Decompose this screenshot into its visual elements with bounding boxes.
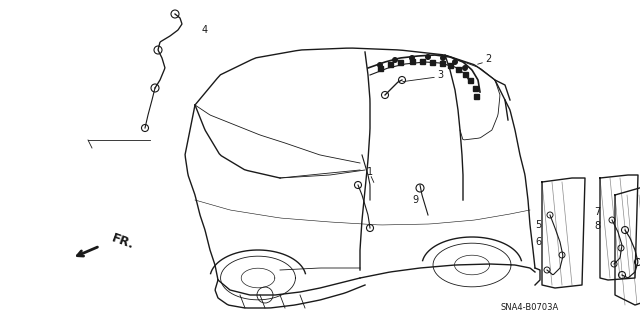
Circle shape [409,55,415,61]
Bar [419,58,424,63]
Circle shape [377,62,383,68]
Bar [429,60,435,64]
Circle shape [462,65,468,71]
Text: 6: 6 [535,237,541,247]
Bar [467,78,472,83]
Circle shape [392,57,398,63]
Bar [378,65,383,70]
Bar [447,63,452,68]
Text: 8: 8 [594,221,600,231]
Text: 2: 2 [485,54,491,64]
Bar [463,71,467,77]
Bar [474,93,479,99]
Text: 3: 3 [437,70,443,80]
Text: 9: 9 [412,195,418,205]
Text: 5: 5 [535,220,541,230]
Bar [440,61,445,65]
Circle shape [440,55,446,61]
Bar [456,66,461,71]
Bar [472,85,477,91]
Circle shape [425,54,431,60]
Text: 4: 4 [202,25,208,35]
Bar [397,60,403,64]
Circle shape [452,59,458,65]
Bar [410,58,415,63]
Text: 7: 7 [594,207,600,217]
Text: SNA4-B0703A: SNA4-B0703A [501,303,559,313]
Text: 1: 1 [367,167,373,177]
Text: FR.: FR. [110,232,136,252]
Bar [387,62,392,66]
